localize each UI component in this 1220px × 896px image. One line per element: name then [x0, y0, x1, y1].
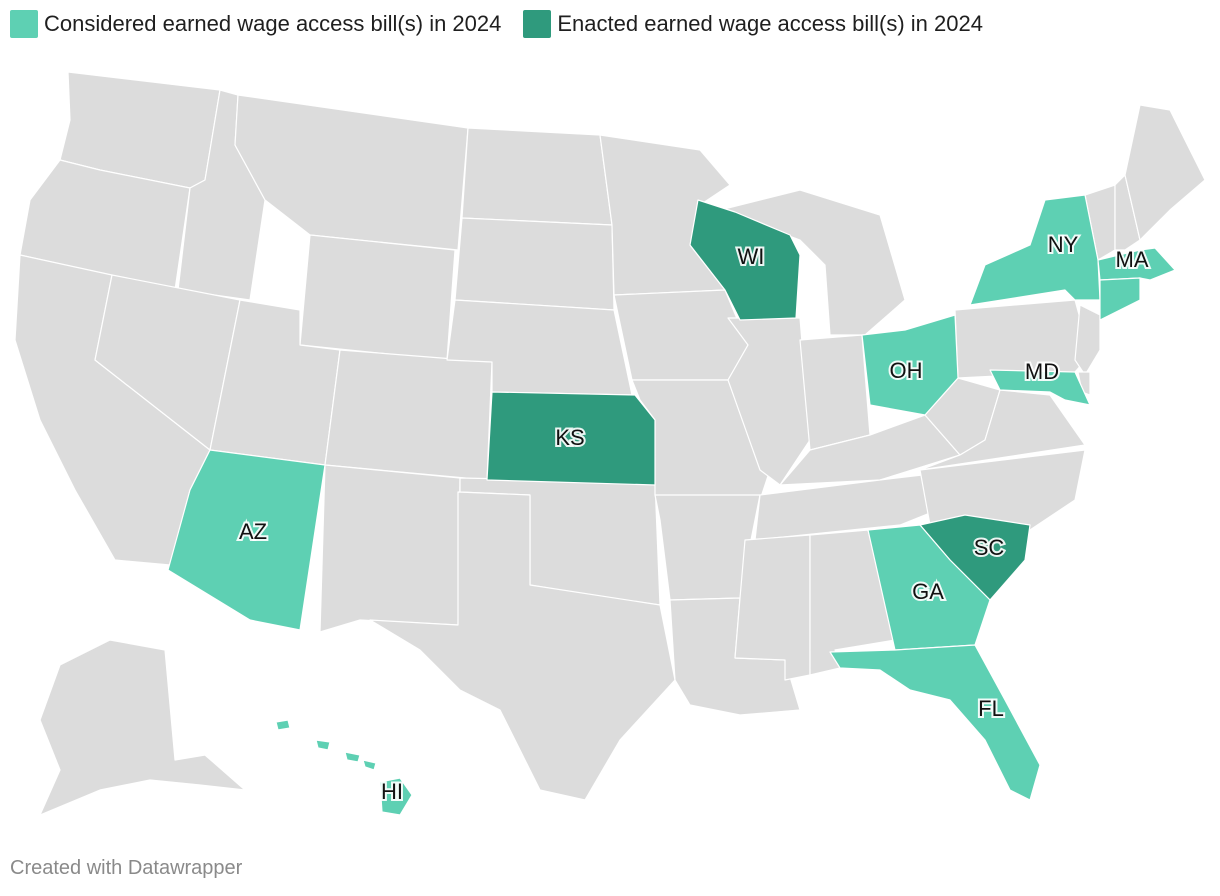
state-WY: [299, 234, 456, 361]
state-NM: [319, 464, 461, 633]
state-PA: [954, 299, 1091, 379]
state-FL: [829, 644, 1041, 801]
state-NJ: [1074, 304, 1101, 376]
state-MS: [734, 534, 811, 681]
state-IA: [613, 289, 749, 381]
base-states: [14, 71, 1206, 816]
state-label-KS: KS: [555, 425, 584, 450]
legend-label-considered: Considered earned wage access bill(s) in…: [44, 11, 502, 36]
state-label-MA: MA: [1116, 247, 1149, 272]
state-labels: AZ KS WI OH NY MA MD SC GA FL HI: [237, 230, 1151, 806]
state-ND: [461, 127, 613, 226]
legend-item-considered: Considered earned wage access bill(s) in…: [10, 10, 501, 38]
legend-label-enacted: Enacted earned wage access bill(s) in 20…: [557, 11, 983, 36]
state-label-AZ: AZ: [239, 519, 267, 544]
state-ME: [1124, 104, 1206, 241]
legend-swatch-enacted: [523, 10, 552, 38]
state-label-MD: MD: [1025, 359, 1059, 384]
state-HI-1: [275, 719, 291, 731]
state-CT: [1099, 277, 1141, 321]
state-label-OH: OH: [890, 358, 923, 383]
legend: Considered earned wage access bill(s) in…: [10, 10, 983, 38]
state-CO: [324, 349, 493, 481]
state-HI-4: [362, 759, 377, 771]
state-HI-3: [344, 751, 361, 763]
state-AZ: [167, 449, 326, 631]
state-IL: [727, 317, 811, 486]
state-HI-5: [379, 777, 413, 816]
credit-text: Created with Datawrapper: [10, 857, 243, 879]
state-WI: [689, 199, 801, 321]
state-label-NY: NY: [1048, 232, 1079, 257]
state-label-GA: GA: [912, 579, 944, 604]
state-KS: [486, 391, 656, 486]
state-NH: [1114, 174, 1141, 251]
state-label-FL: FL: [978, 696, 1004, 721]
state-label-SC: SC: [974, 535, 1005, 560]
state-NY: [969, 194, 1101, 306]
highlighted-states: [167, 194, 1176, 816]
state-HI-2: [315, 739, 331, 751]
legend-item-enacted: Enacted earned wage access bill(s) in 20…: [523, 10, 983, 38]
legend-swatch-considered: [10, 10, 38, 38]
state-MT: [234, 94, 469, 251]
state-MD: [989, 369, 1091, 406]
state-IN: [799, 334, 871, 451]
state-label-WI: WI: [738, 244, 765, 269]
state-OH: [861, 314, 959, 416]
state-SD: [454, 217, 615, 311]
state-TX: [369, 491, 676, 801]
state-label-HI: HI: [381, 779, 403, 804]
state-AK: [39, 639, 246, 816]
